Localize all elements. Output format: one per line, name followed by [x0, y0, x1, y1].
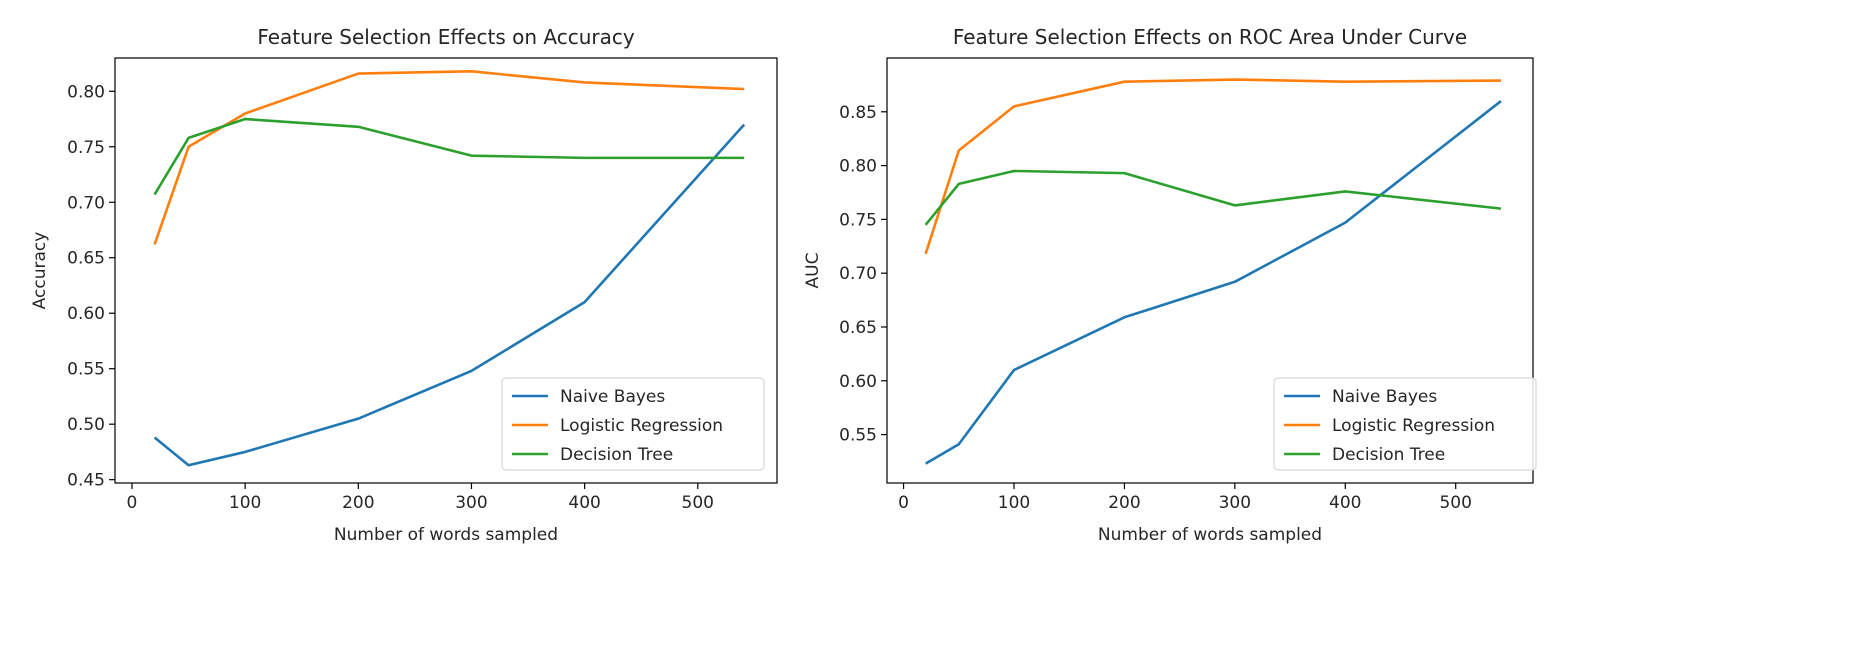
- accuracy-chart-title: Feature Selection Effects on Accuracy: [257, 25, 635, 49]
- accuracy-y-tick-label: 0.75: [67, 138, 105, 158]
- accuracy-legend-label: Decision Tree: [560, 445, 673, 465]
- auc-legend-label: Naive Bayes: [1332, 387, 1437, 407]
- auc-x-tick-label: 400: [1329, 493, 1361, 513]
- accuracy-x-tick-label: 200: [342, 493, 374, 513]
- accuracy-y-tick-label: 0.45: [67, 471, 105, 491]
- auc-x-tick-label: 0: [898, 493, 909, 513]
- accuracy-legend-label: Logistic Regression: [560, 416, 723, 436]
- auc-plot-frame: [886, 57, 1534, 484]
- accuracy-series-line-logistic-regression: [153, 70, 745, 245]
- accuracy-x-tick-label: 500: [682, 493, 714, 513]
- accuracy-legend-box: [501, 377, 765, 471]
- auc-legend-label: Logistic Regression: [1332, 416, 1495, 436]
- auc-y-tick-label: 0.80: [839, 157, 877, 177]
- accuracy-x-axis-label: Number of words sampled: [334, 525, 558, 545]
- accuracy-y-axis-label: Accuracy: [30, 232, 50, 310]
- auc-series-line-decision-tree: [924, 169, 1502, 226]
- accuracy-y-tick-label: 0.50: [67, 415, 105, 435]
- accuracy-chart: Feature Selection Effects on Accuracy 0 10…: [30, 25, 778, 545]
- auc-y-tick-label: 0.75: [839, 210, 877, 230]
- auc-y-tick-label: 0.85: [839, 103, 877, 123]
- accuracy-x-tick-label: 0: [127, 493, 138, 513]
- auc-y-tick-label: 0.65: [839, 318, 877, 338]
- accuracy-y-tick-label: 0.70: [67, 193, 105, 213]
- accuracy-x-tick-label: 400: [568, 493, 600, 513]
- accuracy-chart-panel: Feature Selection Effects on Accuracy 0 10…: [30, 25, 778, 545]
- accuracy-x-tick-label: 300: [455, 493, 487, 513]
- auc-legend-box: [1273, 377, 1537, 471]
- auc-legend-label: Decision Tree: [1332, 445, 1445, 465]
- auc-series-line-logistic-regression: [924, 78, 1501, 255]
- auc-x-tick-label: 500: [1439, 493, 1471, 513]
- auc-y-tick-label: 0.55: [839, 426, 877, 446]
- accuracy-legend: Naive Bayes Logistic Regression Decision T…: [501, 377, 765, 471]
- auc-chart: Feature Selection Effects on ROC Area Un…: [803, 25, 1537, 545]
- auc-y-tick-label: 0.60: [839, 372, 877, 392]
- auc-x-tick-label: 100: [998, 493, 1030, 513]
- auc-y-axis-label: AUC: [803, 253, 823, 289]
- auc-x-tick-label: 200: [1108, 493, 1140, 513]
- accuracy-series-line-naive-bayes: [153, 123, 746, 467]
- accuracy-x-tick-label: 100: [229, 493, 261, 513]
- auc-chart-panel: Feature Selection Effects on ROC Area Un…: [766, 0, 1864, 668]
- auc-chart-title: Feature Selection Effects on ROC Area Un…: [953, 25, 1467, 49]
- accuracy-series-line-decision-tree: [153, 117, 745, 196]
- accuracy-plot-frame: [114, 57, 778, 484]
- auc-y-tick-label: 0.70: [839, 264, 877, 284]
- accuracy-y-tick-label: 0.60: [67, 304, 105, 324]
- auc-x-tick-label: 300: [1219, 493, 1251, 513]
- accuracy-y-tick-label: 0.80: [67, 82, 105, 102]
- auc-series-line-naive-bayes: [924, 100, 1502, 465]
- auc-legend: Naive Bayes Logistic Regression Decision T…: [1273, 377, 1537, 471]
- auc-x-axis-label: Number of words sampled: [1098, 525, 1322, 545]
- accuracy-y-tick-label: 0.55: [67, 360, 105, 380]
- accuracy-legend-label: Naive Bayes: [560, 387, 665, 407]
- accuracy-y-tick-label: 0.65: [67, 249, 105, 269]
